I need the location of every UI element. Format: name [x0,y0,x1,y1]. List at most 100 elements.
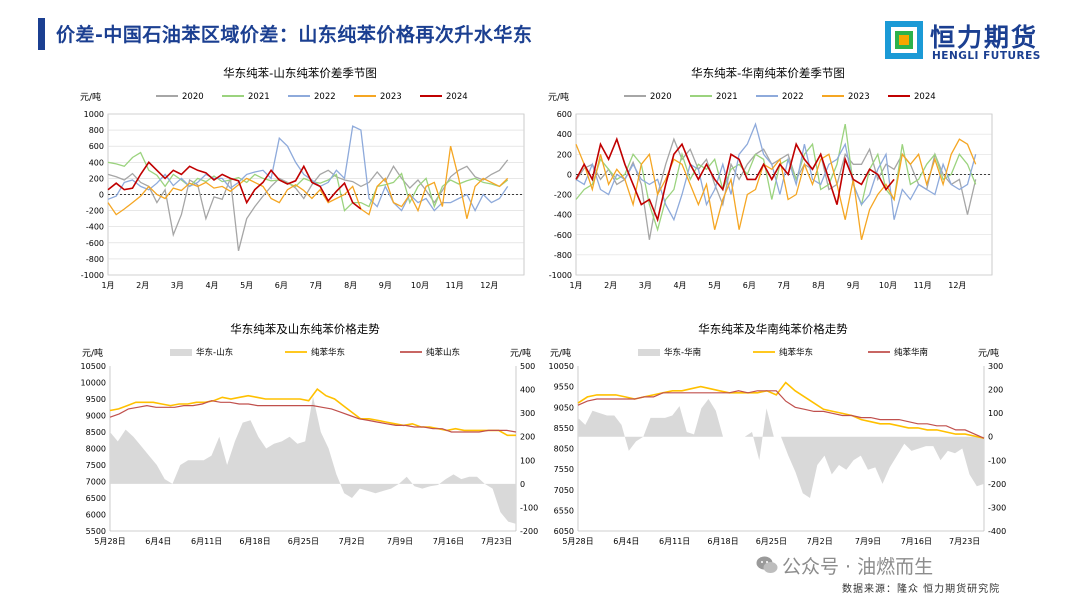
y2-tick-label: -300 [988,503,1006,512]
y2-tick-label: -200 [520,527,538,536]
y-axis-unit: 元/吨 [80,91,101,103]
x-tick-label: 5月 [708,281,721,290]
x-tick-label: 4月 [205,281,218,290]
legend-label: 2024 [914,92,936,102]
series-line-纯苯华南 [577,390,985,439]
x-tick-label: 6月11日 [191,537,222,546]
legend-label: 2022 [314,92,336,102]
y-tick-label: 400 [557,130,572,139]
title-accent-bar [38,18,45,50]
x-tick-label: 11月 [914,281,932,290]
y-axis-unit: 元/吨 [548,91,569,103]
logo-text-en: HENGLI FUTURES [932,50,1041,62]
x-tick-label: 3月 [171,281,184,290]
y-tick-label: 7000 [86,478,106,487]
x-tick-label: 7月2日 [807,537,833,546]
legend-label: 2020 [182,92,204,102]
y-tick-label: 1000 [84,110,104,119]
legend-label: 华东-山东 [196,347,233,358]
x-tick-label: 7月2日 [339,537,365,546]
y-tick-label: -1000 [549,271,572,280]
legend-label: 2021 [716,92,738,102]
x-tick-label: 9月 [379,281,392,290]
y2-tick-label: -100 [520,503,538,512]
x-tick-label: 2月 [136,281,149,290]
y-tick-label: -1000 [81,271,104,280]
x-tick-label: 5月 [240,281,253,290]
spread-area [110,396,516,524]
legend-swatch-area [638,349,660,356]
x-tick-label: 6月25日 [288,537,319,546]
x-tick-label: 6月4日 [145,537,171,546]
y-tick-label: 9000 [86,412,106,421]
legend-label: 2023 [848,92,870,102]
y-tick-label: 6550 [554,506,574,515]
y-tick-label: 7050 [554,486,574,495]
legend-label: 纯苯山东 [426,347,460,358]
wechat-icon [756,556,778,573]
y-tick-label: -200 [554,191,572,200]
y-tick-label: 200 [89,174,104,183]
x-tick-label: 7月23日 [949,537,980,546]
y2-tick-label: 300 [988,362,1003,371]
y-tick-label: 600 [557,110,572,119]
legend-label: 2021 [248,92,270,102]
x-tick-label: 4月 [673,281,686,290]
x-tick-label: 7月16日 [901,537,932,546]
series-line-纯苯华东 [577,381,985,439]
y-tick-label: -600 [86,239,104,248]
logo-icon [885,21,923,59]
x-tick-label: 10月 [879,281,897,290]
series-line-纯苯华东 [109,387,516,437]
legend-label: 2024 [446,92,468,102]
x-tick-label: 5月28日 [94,537,125,546]
y2-tick-label: 100 [988,409,1003,418]
y-tick-label: 9500 [86,395,106,404]
x-tick-label: 6月4日 [613,537,639,546]
y-tick-label: -800 [554,251,572,260]
chart-title: 华东纯苯及华南纯苯价格走势 [698,322,848,336]
y-tick-label: -200 [86,207,104,216]
y-tick-label: 7500 [86,461,106,470]
y-tick-label: -600 [554,231,572,240]
y2-tick-label: 500 [520,362,535,371]
y2-tick-label: 0 [988,433,993,442]
y2-axis-unit: 元/吨 [510,347,531,359]
y-tick-label: 6050 [554,527,574,536]
y2-tick-label: 400 [520,386,535,395]
logo-text-cn: 恒力期货 [930,23,1039,52]
y-tick-label: 10000 [81,379,106,388]
x-tick-label: 6月18日 [707,537,738,546]
y-tick-label: 8000 [86,445,106,454]
x-tick-label: 7月 [309,281,322,290]
x-tick-label: 10月 [411,281,429,290]
y-tick-label: 6500 [86,494,106,503]
x-tick-label: 6月 [743,281,756,290]
series-line-2023 [575,138,977,240]
x-tick-label: 9月 [847,281,860,290]
x-tick-label: 12月 [948,281,966,290]
x-tick-label: 7月9日 [387,537,413,546]
y-tick-label: 9050 [554,403,574,412]
chart-title: 华东纯苯-华南纯苯价差季节图 [691,66,845,80]
y-tick-label: 9550 [554,383,574,392]
legend-label: 2023 [380,92,402,102]
series-line-纯苯山东 [109,400,517,433]
legend-label: 2020 [650,92,672,102]
series-line-2021 [107,151,509,212]
x-tick-label: 3月 [639,281,652,290]
y-tick-label: 800 [89,126,104,135]
page-title: 价差-中国石油苯区域价差：山东纯苯价格再次升水华东 [56,24,533,46]
y2-axis-unit: 元/吨 [978,347,999,359]
y-tick-label: 7550 [554,465,574,474]
y-axis-unit: 元/吨 [550,347,571,359]
legend-label: 纯苯华东 [311,347,345,358]
y-tick-label: 10050 [549,362,574,371]
y2-tick-label: -400 [988,527,1006,536]
y-tick-label: 600 [89,142,104,151]
x-tick-label: 8月 [812,281,825,290]
y-tick-label: 0 [567,170,572,179]
